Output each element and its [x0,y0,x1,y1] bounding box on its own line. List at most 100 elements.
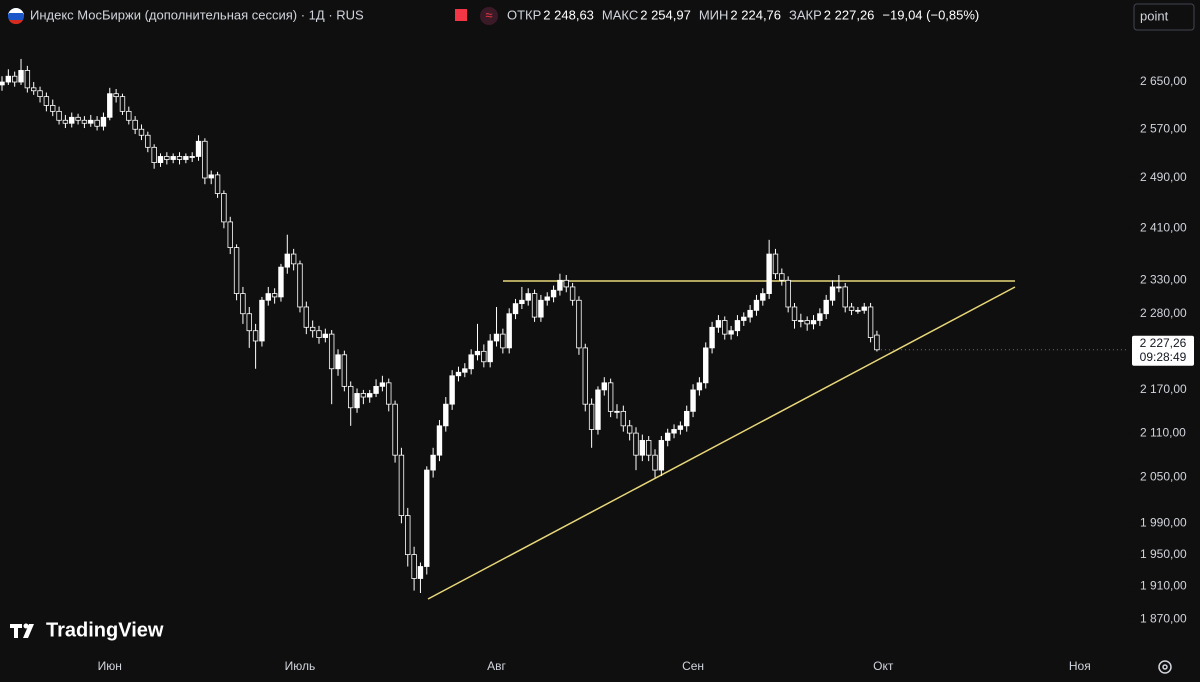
indicator-glyph: ≈ [485,7,492,22]
candle-body [221,193,227,223]
candle-body [284,253,290,268]
y-tick-label: 1 990,00 [1140,516,1187,530]
candle-body [772,253,779,275]
candle-body [37,90,43,98]
candle-body [766,253,772,294]
change: −19,04 (−0,85%) [882,7,979,22]
chart-title: Индекс МосБиржи (дополнительная сессия) … [30,7,364,22]
last-price-label: 2 227,26 [1140,336,1187,350]
candle-body [303,306,310,328]
candle-body [24,70,31,89]
candle-body [449,375,455,405]
candle-body [633,432,639,456]
candle-body [322,333,329,338]
candle-body [252,330,259,342]
candle-body [557,279,563,291]
candle-body [848,306,855,311]
candle-body [316,330,322,338]
candle-body [867,306,874,338]
button-label[interactable]: point [1140,8,1169,23]
candle-body [791,306,798,321]
candle-body [195,140,202,157]
x-tick-label: Авг [487,659,506,673]
x-tick-label: Ноя [1069,659,1091,673]
y-tick-label: 1 910,00 [1140,579,1187,593]
x-tick-label: Июн [98,659,122,673]
candle-body [94,119,100,127]
candle-body [468,354,474,370]
candle-body [271,293,278,298]
candle-body [639,440,646,456]
candle-body [151,146,157,163]
button[interactable] [1133,3,1195,31]
candle-body [297,263,303,308]
candle-body [265,293,271,301]
candle-body [0,81,5,86]
flag-icon [8,8,24,25]
candle-body [588,403,595,430]
candle-body [779,273,785,281]
watermark: TradingView [46,619,164,641]
candle-body [550,289,557,298]
candle-body [405,515,411,556]
candle-body [176,156,183,160]
info-label: ЗАКР [789,7,822,22]
candle-body [126,110,132,121]
info-label: МАКС [602,7,638,22]
indicator-icon[interactable] [480,7,498,25]
candle-body [836,286,842,289]
candle-body [671,429,677,434]
support-line [427,286,1016,600]
candle-body [11,75,18,83]
y-tick-label: 1 950,00 [1140,547,1187,561]
candle-body [347,385,354,409]
candle-body [715,320,722,328]
candle-body [874,334,880,351]
candle-body [601,382,607,391]
candle-body [690,389,696,412]
candle-body [538,299,544,318]
candle-body [614,410,620,413]
y-tick-label: 1 870,00 [1140,611,1187,625]
y-tick-label: 2 280,00 [1140,306,1187,320]
settings-icon[interactable] [1158,660,1172,674]
candle-body [138,128,145,136]
candle-body [741,316,747,321]
candle-body [335,354,341,370]
last-price-box [1132,335,1194,366]
y-tick-label: 2 570,00 [1140,121,1187,135]
info-value: 2 227,26 [824,7,875,22]
candle-body [373,385,379,394]
candle-body [582,347,588,405]
candle-body [861,306,867,311]
candle-body [493,333,500,342]
y-tick-label: 2 050,00 [1140,470,1187,484]
candle-body [411,554,417,579]
candle-body [829,286,836,301]
candle-body [107,93,113,118]
candle-body [753,299,760,311]
candle-body [569,286,576,301]
candle-body [436,425,443,456]
candle-body [798,320,804,322]
candle-body [563,279,569,288]
candle-body [500,333,506,349]
y-tick-label: 2 330,00 [1140,272,1187,286]
y-tick-label: 2 650,00 [1140,74,1187,88]
candle-body [119,96,126,112]
countdown: 09:28:49 [1140,350,1187,364]
candle-body [703,347,709,384]
candles [0,58,880,594]
candle-body [75,116,81,121]
flag-marker[interactable] [455,9,467,21]
candle-body [734,320,741,332]
candle-body [341,354,348,387]
candle-body [18,70,24,83]
candle-body [785,279,791,308]
candle-body [233,247,240,294]
candle-body [677,425,684,430]
candle-body [398,454,405,517]
candle-body [595,389,601,430]
